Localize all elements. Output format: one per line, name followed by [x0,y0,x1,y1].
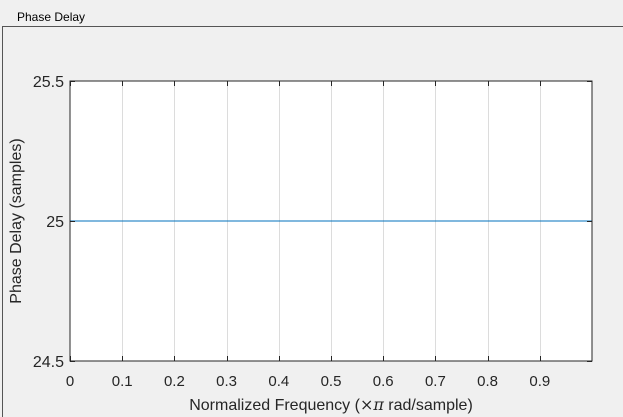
x-tick-label: 0.1 [112,373,133,390]
x-tick-label: 0.5 [321,373,342,390]
x-tick-label: 0.8 [477,373,498,390]
x-axis-label: Normalized Frequency (×π rad/sample) [189,395,473,414]
y-tick-label: 24.5 [33,354,64,371]
y-tick-label: 25.5 [33,74,64,91]
x-axis-label-prefix: Normalized Frequency ( [189,397,360,414]
x-ticks: 0 0.1 0.2 0.3 0.4 0.5 0.6 0.7 0.8 0.9 [66,81,550,390]
y-axis-label: Phase Delay (samples) [8,138,25,303]
x-tick-label: 0.4 [268,373,289,390]
x-tick-label: 0.9 [529,373,550,390]
x-tick-label: 0.6 [373,373,394,390]
x-axis-label-symbol: ×π [360,395,384,414]
y-tick-label: 25 [46,214,64,231]
x-tick-label: 0.3 [216,373,237,390]
panel-border [2,26,623,417]
x-axis-label-suffix: rad/sample) [384,397,473,414]
x-tick-label: 0.2 [164,373,185,390]
panel-title: Phase Delay [13,10,90,24]
x-tick-label: 0.7 [425,373,446,390]
y-ticks: 24.5 25 25.5 [33,74,592,371]
x-tick-label: 0 [66,373,74,390]
